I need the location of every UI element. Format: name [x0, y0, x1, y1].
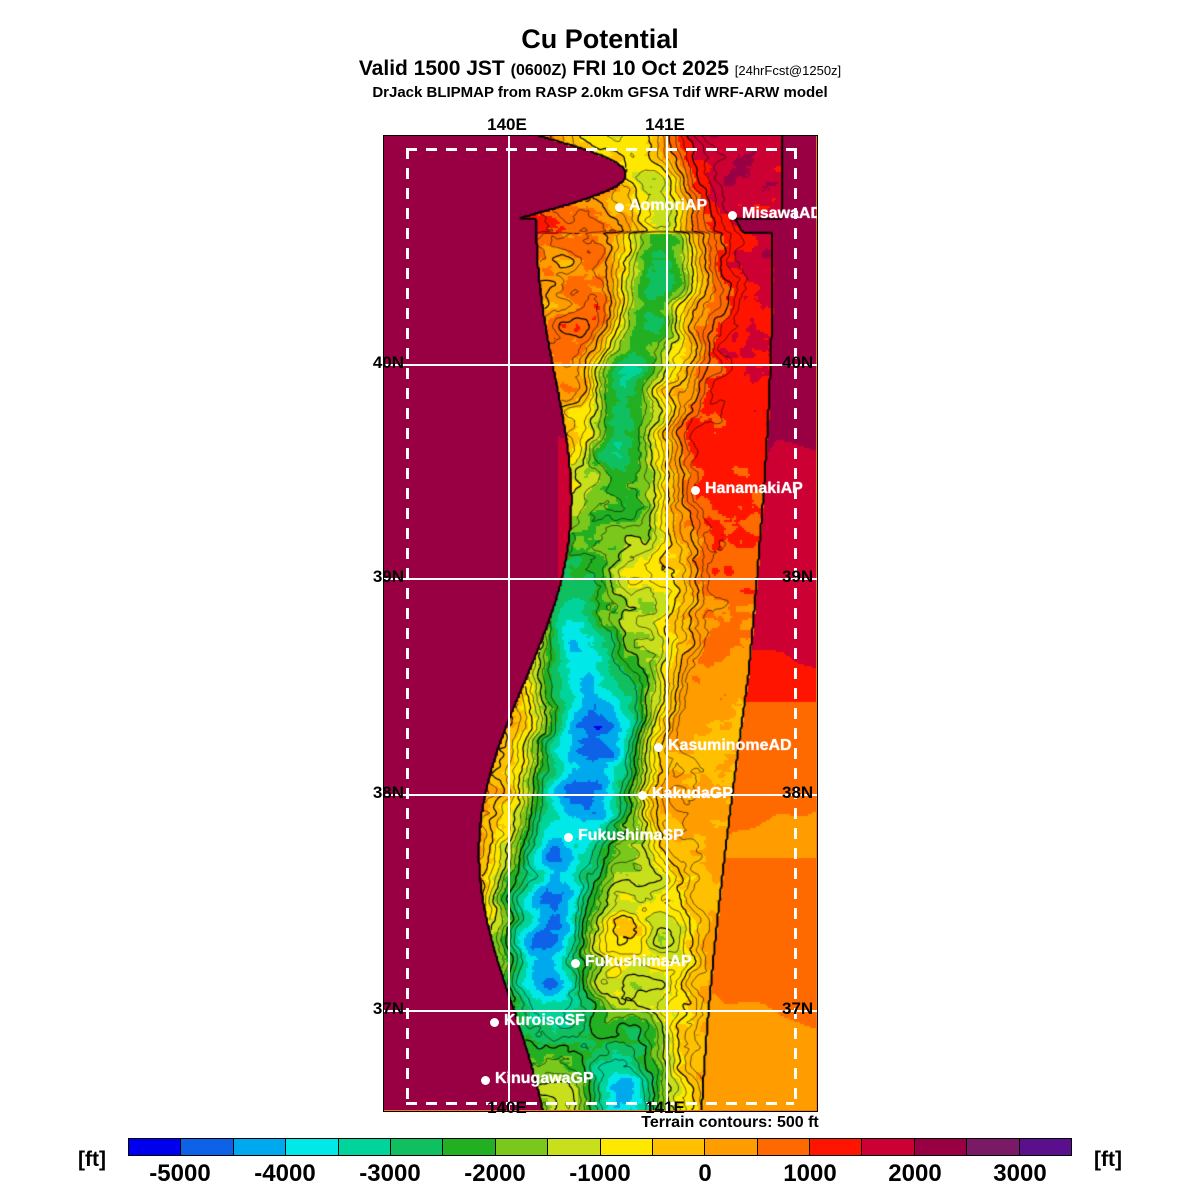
station-label: HanamakiAP: [705, 480, 803, 497]
model-description: DrJack BLIPMAP from RASP 2.0km GFSA Tdif…: [372, 84, 828, 102]
colorbar-tick-4: -1000: [569, 1160, 631, 1187]
graticule-meridian-0: [508, 136, 510, 1111]
domain-boundary-left: [406, 148, 409, 1102]
colorbar-segment-11: [705, 1139, 758, 1155]
colorbar-segment-5: [390, 1139, 444, 1155]
station-label: KakudaGP: [652, 785, 733, 802]
map-panel[interactable]: AomoriAP MisawaAD HanamakiAP KasuminomeAD Ka…: [383, 135, 818, 1112]
lon-label-bottom-0: 140E: [487, 1098, 527, 1117]
graticule-parallel-2: [384, 794, 817, 796]
weather-raster-canvas: [384, 136, 816, 1110]
colorbar-segment-15: [914, 1139, 968, 1155]
station-dot-icon: [570, 958, 580, 968]
colorbar-tick-0: -5000: [149, 1160, 211, 1187]
lat-label-right-3: 37N: [782, 999, 814, 1018]
domain-boundary-bottom: [406, 1102, 794, 1105]
station-dot-icon: [727, 210, 737, 220]
colorbar-tick-7: 2000: [888, 1160, 942, 1187]
station-label: FukushimaSP: [578, 827, 684, 844]
colorbar-tick-5: 0: [698, 1160, 712, 1187]
header-block: Cu Potential Valid 1500 JST (0600Z) FRI …: [0, 0, 1200, 101]
colorbar[interactable]: [128, 1138, 1072, 1156]
graticule-parallel-0: [384, 364, 817, 366]
colorbar-segment-4: [338, 1139, 391, 1155]
colorbar-segment-17: [1019, 1139, 1072, 1155]
colorbar-segment-7: [495, 1139, 549, 1155]
station-dot-icon: [637, 790, 647, 800]
forecast-tag: [24hrFcst@1250z]: [734, 63, 842, 79]
lon-label-top-0: 140E: [487, 115, 527, 134]
station-label: MisawaAD: [742, 205, 818, 222]
colorbar-segment-0: [129, 1139, 182, 1155]
colorbar-segment-6: [443, 1139, 496, 1155]
terrain-contour-note: Terrain contours: 500 ft: [641, 1114, 819, 1131]
domain-boundary-right: [794, 148, 797, 1102]
lat-label-right-0: 40N: [782, 353, 814, 372]
lat-label-left-1: 39N: [372, 567, 404, 586]
colorbar-tick-3: -2000: [464, 1160, 526, 1187]
colorbar-segment-3: [286, 1139, 339, 1155]
colorbar-tick-6: 1000: [783, 1160, 837, 1187]
colorbar-segment-8: [548, 1139, 601, 1155]
colorbar-segment-10: [652, 1139, 706, 1155]
station-label: KasuminomeAD: [668, 737, 792, 754]
valid-time-utc: (0600Z): [510, 62, 567, 80]
station-dot-icon: [653, 742, 663, 752]
graticule-parallel-1: [384, 578, 817, 580]
colorbar-segment-13: [810, 1139, 863, 1155]
station-label: KinugawaGP: [495, 1070, 594, 1087]
page-title: Cu Potential: [521, 24, 679, 54]
colorbar-segment-14: [862, 1139, 915, 1155]
station-dot-icon: [614, 202, 624, 212]
lat-label-right-1: 39N: [782, 567, 814, 586]
lat-label-left-0: 40N: [372, 353, 404, 372]
station-dot-icon: [489, 1017, 499, 1027]
station-label: KuroisoSF: [504, 1012, 585, 1029]
valid-time: Valid 1500 JST: [358, 57, 505, 81]
station-dot-icon: [563, 832, 573, 842]
lat-label-left-2: 38N: [372, 783, 404, 802]
station-dot-icon: [690, 485, 700, 495]
domain-boundary-top: [406, 148, 794, 151]
station-label: AomoriAP: [629, 197, 708, 214]
lat-label-left-3: 37N: [372, 999, 404, 1018]
colorbar-unit-right: [ft]: [1094, 1148, 1122, 1171]
graticule-meridian-1: [666, 136, 668, 1111]
colorbar-segment-16: [967, 1139, 1020, 1155]
colorbar-tick-2: -3000: [359, 1160, 421, 1187]
colorbar-segment-12: [757, 1139, 811, 1155]
graticule-parallel-3: [384, 1010, 817, 1012]
lon-label-bottom-1: 141E: [645, 1098, 685, 1117]
colorbar-segment-9: [600, 1139, 653, 1155]
station-label: FukushimaAP: [585, 953, 692, 970]
colorbar-segment-1: [181, 1139, 234, 1155]
station-dot-icon: [480, 1075, 490, 1085]
colorbar-tick-1: -4000: [254, 1160, 316, 1187]
valid-time-line: Valid 1500 JST (0600Z) FRI 10 Oct 2025 […: [0, 58, 1200, 80]
colorbar-segment-2: [233, 1139, 287, 1155]
colorbar-unit-left: [ft]: [78, 1148, 106, 1171]
lon-label-top-1: 141E: [645, 115, 685, 134]
valid-date: FRI 10 Oct 2025: [572, 57, 729, 81]
lat-label-right-2: 38N: [782, 783, 814, 802]
colorbar-tick-8: 3000: [993, 1160, 1047, 1187]
